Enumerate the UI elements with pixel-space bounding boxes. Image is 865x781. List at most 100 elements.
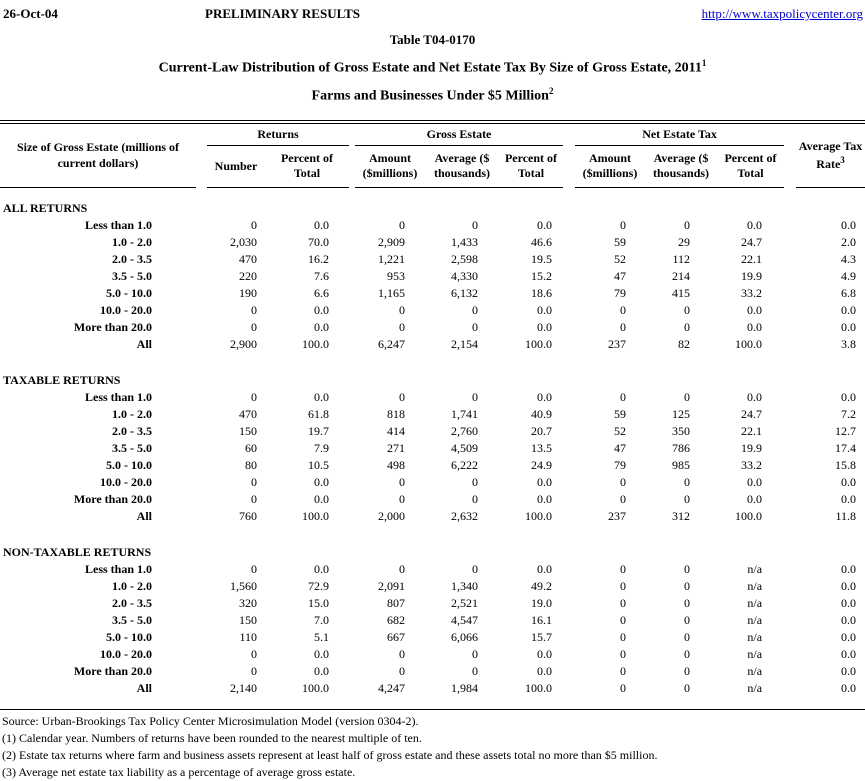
column-spacer <box>784 561 796 578</box>
cell-value: 2,760 <box>451 423 478 438</box>
cell-value: 0 <box>251 663 257 678</box>
cell-value: 82 <box>678 336 691 351</box>
cell-value: 0.0 <box>537 491 553 506</box>
table-row: 10.0 - 20.0 0 0.0 0 0 0.0 0 0 0.0 0.0 <box>0 474 865 491</box>
row-header-size-of-gross-estate: Size of Gross Estate (millions of curren… <box>0 124 196 188</box>
cell-value: 1,741 <box>451 406 478 421</box>
cell-value: 1,340 <box>451 578 478 593</box>
cell-value: 16.2 <box>308 251 329 266</box>
column-spacer <box>196 406 207 423</box>
cell-value: 7.0 <box>314 612 329 627</box>
column-spacer <box>196 612 207 629</box>
table-row: 10.0 - 20.0 0 0.0 0 0 0.0 0 0 n/a 0.0 <box>0 646 865 663</box>
cell-value: 100.0 <box>302 508 329 523</box>
cell-value: 0 <box>684 474 691 489</box>
row-label: More than 20.0 <box>73 319 152 334</box>
column-spacer <box>563 217 575 234</box>
cell-value: 150 <box>239 423 257 438</box>
column-spacer <box>784 680 796 697</box>
column-spacer <box>784 268 796 285</box>
cell-value: 46.6 <box>531 234 553 249</box>
cell-value: 667 <box>387 629 405 644</box>
cell-value: 79 <box>614 457 627 472</box>
row-label: 1.0 - 2.0 <box>112 234 152 249</box>
cell-value: 0.0 <box>747 491 763 506</box>
cell-value: 0 <box>620 629 627 644</box>
column-header-returns-percent: Percent of Total <box>265 145 349 188</box>
cell-value: 6,066 <box>451 629 478 644</box>
cell-value: 6,132 <box>451 285 478 300</box>
column-spacer <box>563 680 575 697</box>
cell-value: 100.0 <box>525 508 553 523</box>
cell-value: 15.2 <box>531 268 553 283</box>
section-title: NON-TAXABLE RETURNS <box>3 544 152 559</box>
table-row: More than 20.0 0 0.0 0 0 0.0 0 0 0.0 0.0 <box>0 491 865 508</box>
cell-value: 0 <box>620 646 627 661</box>
cell-value: 19.9 <box>741 440 763 455</box>
cell-value: 312 <box>672 508 691 523</box>
cell-value: 1,560 <box>230 578 257 593</box>
average-tax-rate-footnote-marker: 3 <box>840 154 845 165</box>
column-spacer <box>784 124 796 187</box>
cell-value: 0 <box>620 680 627 695</box>
cell-value: 0 <box>684 302 691 317</box>
cell-value: 414 <box>387 423 405 438</box>
cell-value: 0 <box>620 561 627 576</box>
column-spacer <box>784 595 796 612</box>
column-spacer <box>196 561 207 578</box>
row-label: 3.5 - 5.0 <box>112 612 152 627</box>
preliminary-results-label: PRELIMINARY RESULTS <box>205 6 360 21</box>
column-spacer <box>784 234 796 251</box>
cell-value: 17.4 <box>835 440 857 455</box>
row-label: 5.0 - 10.0 <box>106 629 152 644</box>
cell-value: 0 <box>251 474 257 489</box>
cell-value: 4.3 <box>841 251 857 266</box>
column-spacer <box>563 336 575 353</box>
cell-value: 60 <box>245 440 257 455</box>
cell-value: 0 <box>620 595 627 610</box>
cell-value: 2,154 <box>451 336 478 351</box>
cell-value: n/a <box>747 595 763 610</box>
column-spacer <box>784 612 796 629</box>
cell-value: 100.0 <box>525 336 553 351</box>
column-spacer <box>196 646 207 663</box>
main-title: Current-Law Distribution of Gross Estate… <box>0 58 865 77</box>
row-label: Less than 1.0 <box>84 217 152 232</box>
bottom-rule <box>0 708 865 710</box>
cell-value: 0 <box>620 663 627 678</box>
column-spacer <box>196 251 207 268</box>
cell-value: 4.9 <box>841 268 857 283</box>
cell-value: 0 <box>251 491 257 506</box>
title-block: Table T04-0170 Current-Law Distribution … <box>0 32 865 104</box>
group-header-gross-estate: Gross Estate <box>355 124 564 146</box>
table-row: More than 20.0 0 0.0 0 0 0.0 0 0 0.0 0.0 <box>0 319 865 336</box>
column-spacer <box>196 124 207 187</box>
cell-value: 0 <box>472 561 478 576</box>
section-gap <box>0 525 865 544</box>
cell-value: 1,165 <box>378 285 405 300</box>
table-row: 3.5 - 5.0 150 7.0 682 4,547 16.1 0 0 n/a 0.0 <box>0 612 865 629</box>
cell-value: 0.0 <box>747 389 763 404</box>
row-label: 5.0 - 10.0 <box>106 457 152 472</box>
cell-value: 0 <box>684 646 691 661</box>
cell-value: 22.1 <box>741 251 763 266</box>
cell-value: 0 <box>251 646 257 661</box>
cell-value: 0 <box>472 217 478 232</box>
taxpolicycenter-link[interactable]: http://www.taxpolicycenter.org <box>701 6 863 21</box>
footnote-3: (3) Average net estate tax liability as … <box>2 764 356 779</box>
cell-value: 0 <box>620 491 627 506</box>
cell-value: 150 <box>239 612 257 627</box>
cell-value: 24.7 <box>741 406 763 421</box>
cell-value: 6,247 <box>378 336 405 351</box>
cell-value: 100.0 <box>302 336 329 351</box>
column-spacer <box>563 508 575 525</box>
column-spacer <box>563 646 575 663</box>
cell-value: 52 <box>614 423 627 438</box>
footnote-1: (1) Calendar year. Numbers of returns ha… <box>2 730 422 745</box>
cell-value: 47 <box>614 440 627 455</box>
cell-value: 0.0 <box>841 646 857 661</box>
cell-value: 0.0 <box>841 578 857 593</box>
column-spacer <box>563 406 575 423</box>
cell-value: 47 <box>614 268 627 283</box>
cell-value: 190 <box>239 285 257 300</box>
